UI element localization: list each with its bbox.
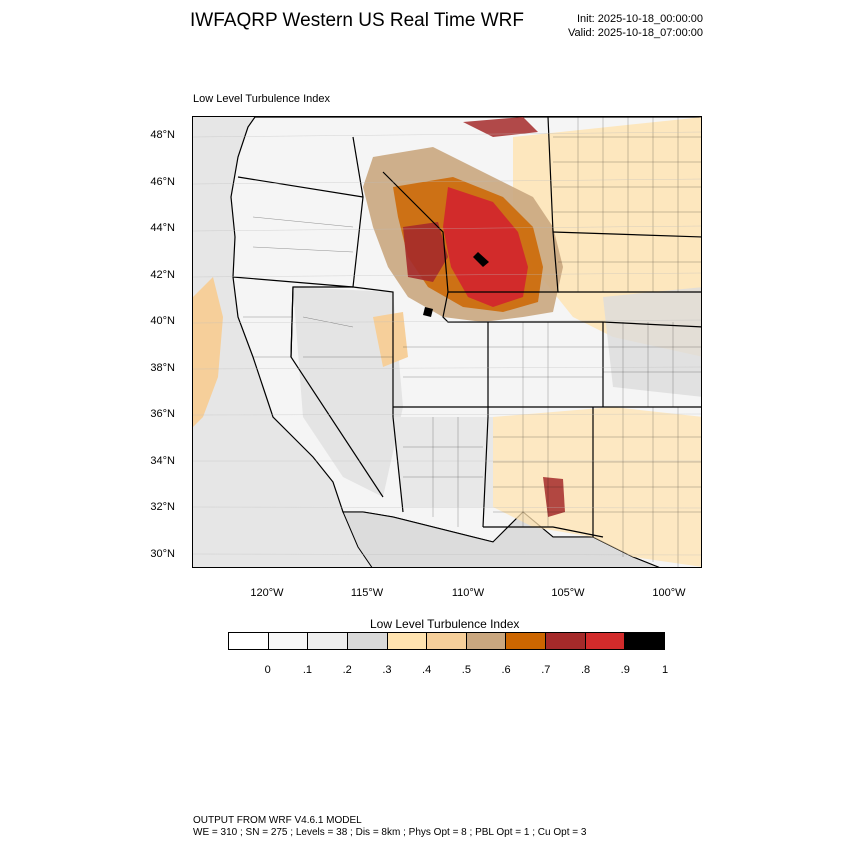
colorbar-swatch (347, 633, 388, 649)
model-info: OUTPUT FROM WRF V4.6.1 MODEL (193, 815, 362, 826)
turbulence-map (192, 116, 702, 568)
lon-label: 100°W (652, 587, 686, 599)
midwest-shading (603, 287, 701, 397)
colorbar-swatch (387, 633, 428, 649)
lat-label: 40°N (150, 315, 175, 327)
lat-label: 42°N (150, 269, 175, 281)
rockies-severe-core (443, 187, 528, 307)
idaho-severe (403, 222, 448, 282)
colorbar-label: .8 (580, 664, 591, 676)
colorbar (228, 632, 665, 650)
state-borders (232, 117, 701, 538)
lat-label: 38°N (150, 362, 175, 374)
colorbar-swatch (427, 633, 467, 649)
colorbar-label: .6 (501, 664, 511, 676)
lat-label: 48°N (150, 129, 175, 141)
model-config: WE = 310 ; SN = 275 ; Levels = 38 ; Dis … (193, 827, 587, 838)
lon-label: 115°W (350, 587, 384, 599)
lat-label: 46°N (150, 176, 175, 188)
colorbar-swatch (546, 633, 586, 649)
lon-label: 110°W (451, 587, 485, 599)
colorbar-label: .7 (541, 664, 551, 676)
county-borders (243, 117, 701, 567)
colorbar-swatch (268, 633, 309, 649)
lat-label: 34°N (150, 455, 175, 467)
colorbar-label: 0 (264, 664, 271, 676)
map-subtitle: Low Level Turbulence Index (193, 93, 330, 105)
colorbar-label: .4 (422, 664, 432, 676)
colorbar-label: .9 (620, 664, 630, 676)
colorbar-title: Low Level Turbulence Index (370, 617, 520, 631)
offshore-shading (193, 277, 223, 427)
lake-icon (423, 307, 433, 317)
colorbar-label: .3 (382, 664, 392, 676)
canada-severe (463, 117, 538, 137)
lat-label: 32°N (150, 501, 175, 513)
init-time: Init: 2025-10-18_00:00:00 (577, 13, 703, 25)
graticule (193, 131, 701, 556)
colorbar-swatch (506, 633, 547, 649)
colorbar-swatch (625, 633, 665, 649)
lon-label: 105°W (551, 587, 585, 599)
lat-label: 36°N (150, 408, 175, 420)
valid-time: Valid: 2025-10-18_07:00:00 (568, 27, 703, 39)
southwest-shading (393, 417, 493, 507)
lat-label: 44°N (150, 222, 175, 234)
colorbar-swatch (308, 633, 348, 649)
utah-moderate (373, 312, 408, 367)
colorbar-swatch (585, 633, 626, 649)
colorbar-label: .2 (342, 664, 352, 676)
colorbar-label: .5 (461, 664, 471, 676)
map-canvas (193, 117, 701, 567)
colorbar-swatch (466, 633, 507, 649)
colorbar-label: .1 (302, 664, 313, 676)
map-title: IWFAQRP Western US Real Time WRF (190, 10, 524, 31)
lon-label: 120°W (250, 587, 284, 599)
colorbar-label: 1 (661, 664, 669, 676)
lake-icon (473, 252, 489, 267)
colorbar-swatch (229, 633, 269, 649)
basin-shading (293, 287, 403, 497)
lat-label: 30°N (150, 548, 175, 560)
